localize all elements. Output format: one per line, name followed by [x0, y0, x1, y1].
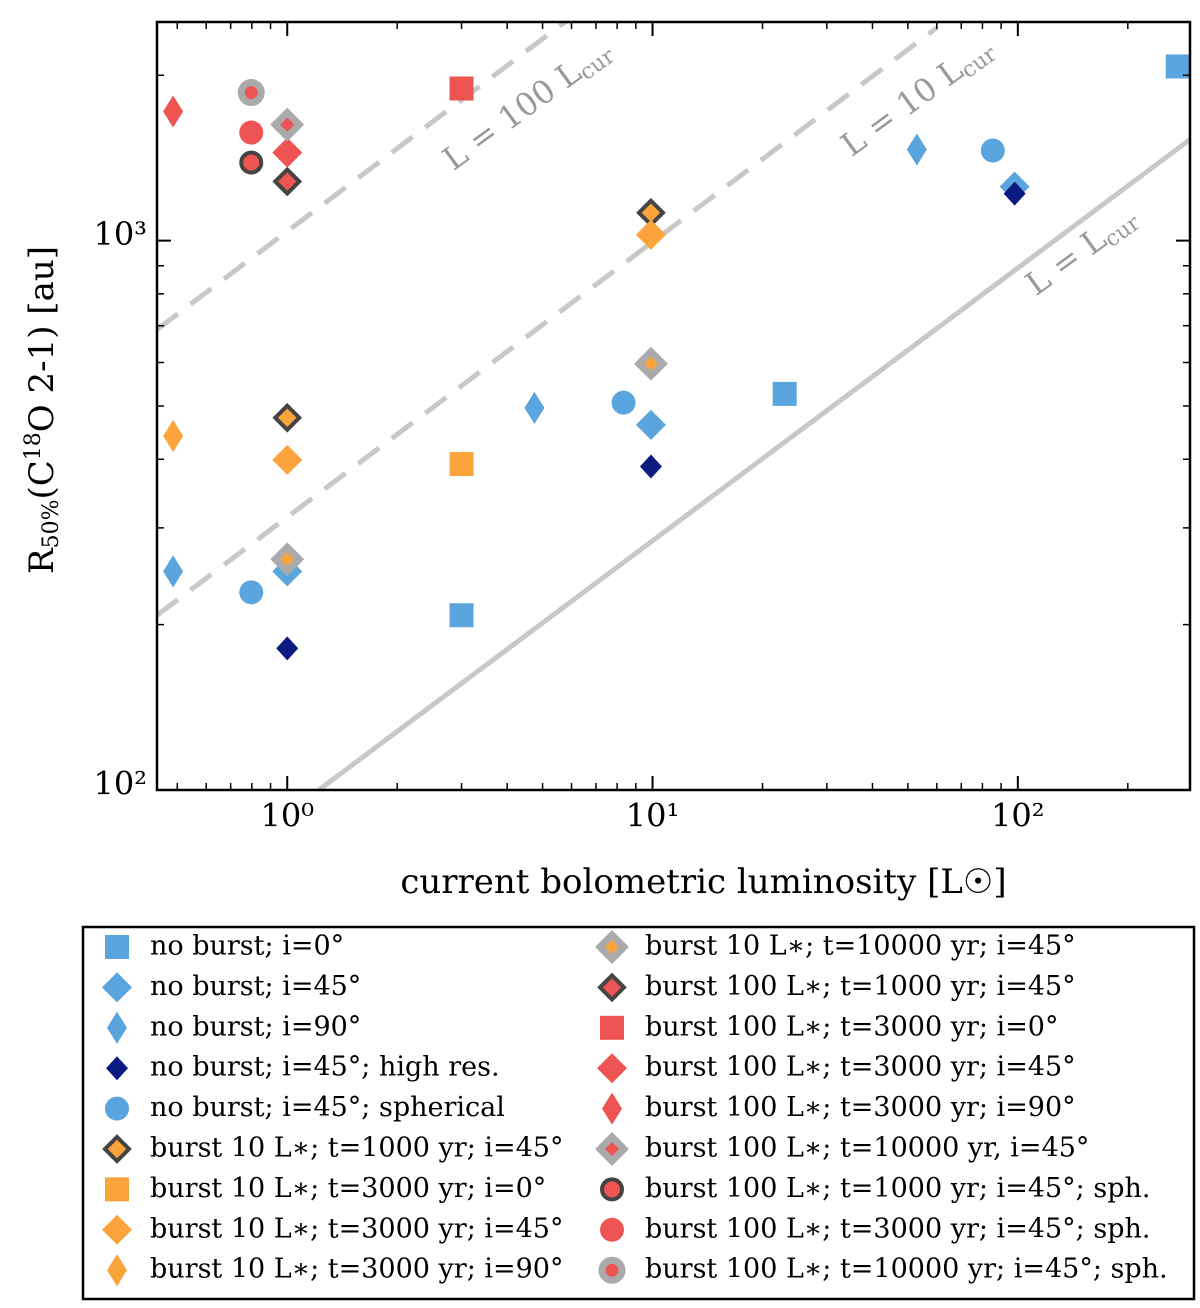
legend-label: burst 10 L∗; t=1000 yr; i=45°	[150, 1133, 564, 1164]
y-axis-label-part: O 2-1) [au]	[22, 246, 62, 432]
marker	[272, 137, 303, 168]
legend-marker	[107, 1011, 127, 1044]
reference-line	[157, 25, 939, 618]
legend-marker	[600, 1217, 624, 1242]
legend-marker	[598, 1256, 626, 1284]
legend-marker	[105, 935, 129, 959]
marker	[239, 120, 264, 145]
marker	[1165, 54, 1190, 79]
marker	[449, 603, 474, 628]
marker	[772, 381, 797, 406]
x-tick-label: 10⁰	[260, 797, 314, 835]
reference-line-label-main: L = 100 L	[435, 52, 588, 177]
legend-marker	[602, 1092, 622, 1125]
legend-marker	[597, 972, 627, 1003]
marker	[163, 95, 184, 128]
legend-marker	[595, 930, 629, 964]
legend-label: burst 10 L∗; t=3000 yr; i=45°	[150, 1213, 564, 1244]
y-axis-label-part: R	[22, 547, 62, 574]
marker	[163, 419, 184, 452]
marker	[272, 444, 303, 475]
marker	[272, 402, 303, 433]
y-axis-label: R50%(C18O 2-1) [au]	[21, 246, 64, 574]
marker	[611, 390, 636, 415]
marker	[270, 107, 305, 142]
legend-label: burst 10 L∗; t=3000 yr; i=0°	[150, 1173, 546, 1204]
plot-frame	[155, 20, 1192, 792]
marker	[980, 138, 1005, 163]
legend-marker	[595, 1132, 629, 1166]
legend-label: no burst; i=45°	[150, 971, 361, 1002]
y-axis-label-part: (C	[22, 460, 62, 499]
legend-label: burst 100 L∗; t=1000 yr; i=45°; sph.	[645, 1173, 1150, 1204]
marker	[239, 580, 264, 605]
marker	[276, 636, 299, 661]
marker	[239, 150, 264, 175]
legend-marker	[597, 1053, 627, 1084]
reference-line	[317, 137, 1190, 790]
y-axis-label-part: 18	[21, 432, 46, 460]
marker	[237, 79, 265, 107]
x-tick-label: 10¹	[626, 797, 680, 835]
legend-label: no burst; i=45°; high res.	[150, 1052, 500, 1083]
marker	[635, 409, 666, 440]
legend-label: burst 10 L∗; t=3000 yr; i=90°	[150, 1254, 564, 1285]
legend-marker	[102, 972, 132, 1003]
legend-marker	[105, 1177, 129, 1202]
legend-marker	[107, 1254, 127, 1287]
marker	[272, 166, 303, 197]
plot-area	[157, 22, 1190, 790]
legend-label: burst 100 L∗; t=3000 yr; i=45°; sph.	[645, 1213, 1150, 1244]
marker	[449, 76, 474, 101]
reference-line-label-main: L = 10 L	[834, 50, 970, 163]
marker	[524, 391, 545, 424]
legend-label: burst 100 L∗; t=3000 yr; i=45°	[645, 1052, 1076, 1083]
x-tick-label: 10²	[991, 797, 1045, 835]
marker	[635, 219, 666, 250]
legend-label: burst 100 L∗; t=10000 yr; i=45°; sph.	[645, 1254, 1168, 1285]
legend-label: no burst; i=0°	[150, 931, 344, 962]
legend-marker	[106, 1056, 128, 1081]
legend-label: burst 10 L∗; t=10000 yr; i=45°	[645, 931, 1076, 962]
marker	[270, 542, 305, 577]
legend-box	[81, 925, 1196, 1301]
marker	[163, 555, 184, 588]
legend-label: no burst; i=45°; spherical	[150, 1092, 505, 1123]
legend-marker	[105, 1096, 129, 1121]
y-axis-label-part: 50%	[39, 499, 64, 548]
reference-line	[157, 22, 570, 332]
legend-marker	[102, 1214, 132, 1245]
legend-label: burst 100 L∗; t=10000 yr, i=45°	[645, 1133, 1089, 1164]
marker	[449, 452, 474, 477]
y-tick-label: 10³	[93, 215, 147, 253]
legend-label: burst 100 L∗; t=1000 yr; i=45°	[645, 971, 1076, 1002]
legend-label: no burst; i=90°	[150, 1011, 361, 1042]
marker	[906, 133, 927, 166]
legend-label: burst 100 L∗; t=3000 yr; i=90°	[645, 1092, 1076, 1123]
y-tick-label: 10²	[93, 765, 147, 803]
legend-label: burst 100 L∗; t=3000 yr; i=0°	[645, 1011, 1059, 1042]
legend-marker	[600, 1177, 624, 1202]
x-axis-label: current bolometric luminosity [L☉]	[400, 862, 1006, 902]
marker	[633, 346, 668, 381]
legend-marker	[600, 1015, 624, 1040]
marker	[639, 454, 662, 479]
marker	[1003, 181, 1026, 206]
legend-marker	[102, 1134, 132, 1164]
